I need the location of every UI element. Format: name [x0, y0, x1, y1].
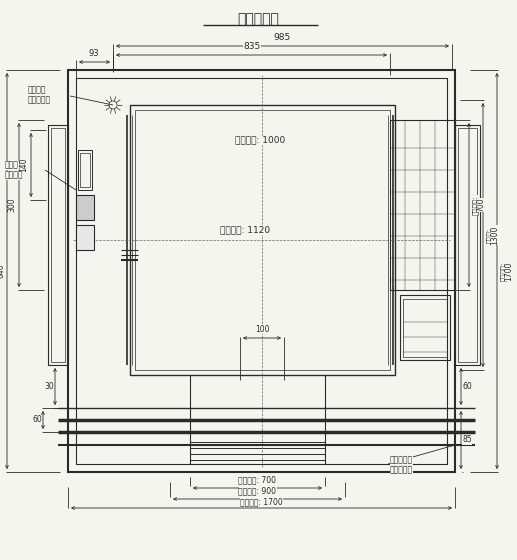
- Text: 导轨距:: 导轨距:: [485, 227, 492, 242]
- Text: 1300: 1300: [491, 225, 499, 245]
- Bar: [76, 225, 94, 250]
- Bar: [80, 153, 90, 187]
- Text: 井道照明: 井道照明: [28, 86, 47, 95]
- Text: 640: 640: [0, 264, 6, 278]
- Bar: [130, 105, 395, 375]
- Text: 井道平面图: 井道平面图: [237, 12, 279, 26]
- Bar: [458, 128, 477, 362]
- Bar: [403, 299, 447, 357]
- Text: 85: 85: [462, 436, 472, 445]
- Bar: [76, 195, 94, 220]
- Text: 700: 700: [477, 198, 485, 212]
- Text: 60: 60: [462, 382, 472, 391]
- Bar: [135, 110, 390, 370]
- Text: 辅导轨距:: 辅导轨距:: [472, 195, 478, 214]
- Text: 100: 100: [255, 325, 269, 334]
- Text: 轿厢净深: 1120: 轿厢净深: 1120: [220, 226, 270, 235]
- Bar: [400, 295, 450, 360]
- Text: 140: 140: [20, 158, 28, 172]
- Text: 缆固定座: 缆固定座: [5, 170, 23, 180]
- Text: 井道净宽: 1700: 井道净宽: 1700: [240, 497, 283, 506]
- Text: 混凝土填充: 混凝土填充: [390, 455, 413, 464]
- Text: 井道净宽:: 井道净宽:: [500, 262, 506, 281]
- Bar: [390, 120, 455, 290]
- Text: 985: 985: [273, 33, 291, 42]
- Text: 60: 60: [32, 416, 42, 424]
- Text: 开门宽度: 700: 开门宽度: 700: [238, 475, 277, 484]
- Text: 1700: 1700: [505, 262, 513, 281]
- Text: 门洞宽度: 900: 门洞宽度: 900: [238, 486, 277, 495]
- Text: 300: 300: [8, 198, 17, 212]
- Bar: [78, 150, 92, 190]
- Text: 随行电: 随行电: [5, 161, 19, 170]
- Text: 93: 93: [89, 49, 99, 58]
- Bar: [48, 125, 68, 365]
- Bar: [68, 70, 455, 472]
- Bar: [455, 125, 480, 365]
- Text: 由客户自理: 由客户自理: [390, 465, 413, 474]
- Text: 835: 835: [244, 42, 261, 51]
- Text: 轿厢净宽: 1000: 轿厢净宽: 1000: [235, 136, 285, 144]
- Text: 由客户自理: 由客户自理: [28, 96, 51, 105]
- Text: 30: 30: [44, 382, 54, 391]
- Bar: [51, 128, 65, 362]
- Bar: [76, 78, 447, 464]
